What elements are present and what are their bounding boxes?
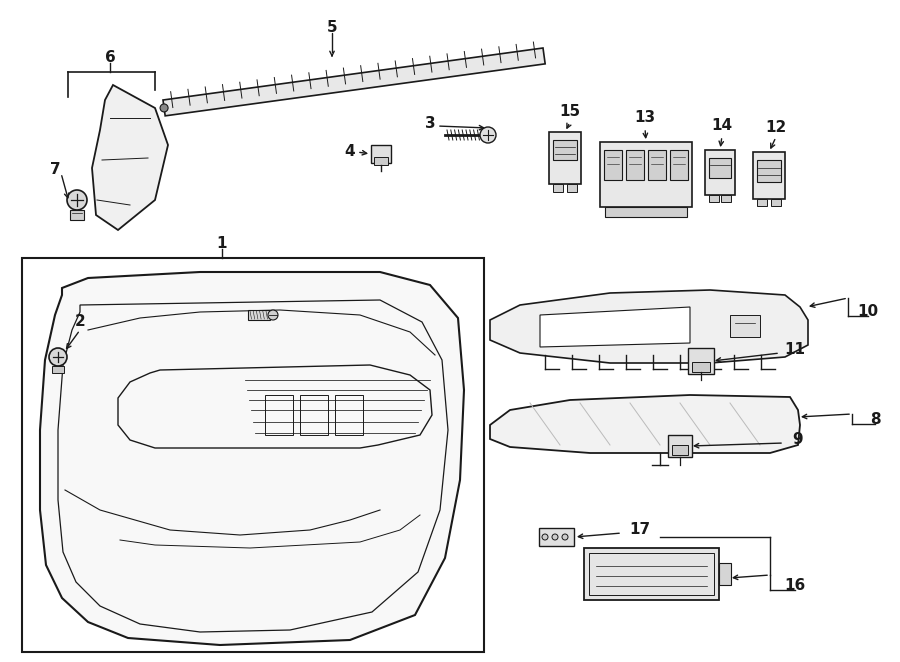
Bar <box>709 158 731 178</box>
Text: 14: 14 <box>711 118 733 134</box>
Polygon shape <box>490 290 808 363</box>
Polygon shape <box>92 85 168 230</box>
Text: 3: 3 <box>425 115 436 130</box>
Circle shape <box>67 190 87 210</box>
Bar <box>604 150 622 180</box>
Circle shape <box>542 534 548 540</box>
Text: 6: 6 <box>104 50 115 64</box>
Bar <box>753 152 785 199</box>
Bar <box>730 315 760 337</box>
Bar <box>265 395 293 435</box>
Bar <box>335 395 363 435</box>
Bar <box>374 157 388 165</box>
Text: 12: 12 <box>765 120 787 136</box>
Bar <box>300 395 328 435</box>
Bar <box>248 310 270 320</box>
Text: 8: 8 <box>869 412 880 428</box>
Bar <box>672 445 688 455</box>
Circle shape <box>552 534 558 540</box>
Bar <box>584 548 719 600</box>
Text: 2: 2 <box>75 314 86 330</box>
Bar <box>553 140 577 160</box>
Bar <box>626 150 644 180</box>
Text: 13: 13 <box>634 111 655 126</box>
Bar <box>668 435 692 457</box>
Bar <box>371 145 391 163</box>
Circle shape <box>49 348 67 366</box>
Bar <box>705 150 735 195</box>
Bar <box>22 258 484 652</box>
Circle shape <box>160 104 168 112</box>
Bar <box>771 199 781 206</box>
Bar <box>692 362 710 372</box>
Text: 15: 15 <box>560 105 580 120</box>
Bar <box>757 199 767 206</box>
Text: 10: 10 <box>858 305 878 320</box>
Bar <box>553 184 563 192</box>
Bar <box>567 184 577 192</box>
Bar <box>648 150 666 180</box>
Bar <box>605 207 687 217</box>
Text: 1: 1 <box>217 236 227 250</box>
Bar <box>549 132 581 184</box>
Polygon shape <box>490 395 800 453</box>
Polygon shape <box>540 307 690 347</box>
Bar <box>709 195 719 202</box>
Bar <box>589 553 714 595</box>
Bar <box>52 366 64 373</box>
Circle shape <box>268 310 278 320</box>
Bar <box>600 142 692 207</box>
Text: 5: 5 <box>327 21 338 36</box>
Bar <box>719 563 731 585</box>
Bar <box>757 160 781 182</box>
Text: 16: 16 <box>785 577 806 592</box>
Bar <box>688 348 714 374</box>
Bar <box>721 195 731 202</box>
Text: 4: 4 <box>345 144 356 160</box>
Text: 7: 7 <box>50 162 60 177</box>
Circle shape <box>562 534 568 540</box>
Polygon shape <box>40 272 464 645</box>
Text: 17: 17 <box>629 522 651 538</box>
Circle shape <box>480 127 496 143</box>
Bar <box>70 210 84 220</box>
Text: 9: 9 <box>793 432 804 448</box>
Polygon shape <box>163 48 545 116</box>
Bar <box>539 528 574 546</box>
Text: 11: 11 <box>785 342 806 357</box>
Bar <box>670 150 688 180</box>
